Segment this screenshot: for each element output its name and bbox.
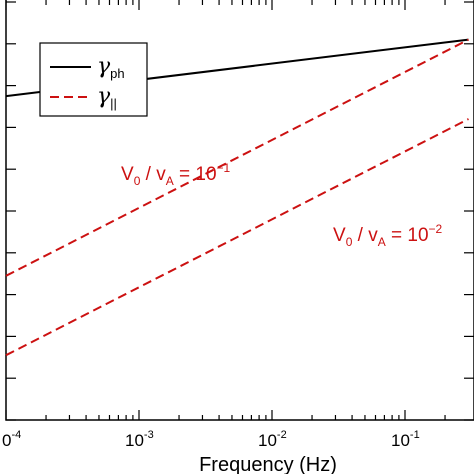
legend-sub-par: || xyxy=(110,96,117,111)
x-axis-title: Frequency (Hz) xyxy=(199,454,337,474)
annotation-ratio-1e-2: V0 / vA = 10−2 xyxy=(333,222,443,249)
svg-text:γph: γph xyxy=(97,54,125,81)
annotation-1-a-sub: A xyxy=(166,174,174,188)
series-line-1 xyxy=(5,38,469,277)
x-tick-exponent: -4 xyxy=(11,429,21,441)
x-tick-exponent: -3 xyxy=(144,429,154,441)
x-tick-label: 0-4 xyxy=(2,429,21,450)
annotation-1-exp: −1 xyxy=(217,161,231,175)
annotation-2-a-sub: A xyxy=(378,235,386,249)
x-tick-base: 10 xyxy=(258,431,277,450)
legend: γph γ|| xyxy=(39,42,148,117)
annotation-2-v-sub: 0 xyxy=(346,235,353,249)
annotation-2-slash: / v xyxy=(352,225,378,246)
x-axis-ticks: 0-4 10-3 10-2 10-1 xyxy=(2,0,446,450)
series-line-2 xyxy=(5,118,469,357)
annotation-2-exp: −2 xyxy=(429,222,443,236)
annotation-2-eq: = 10 xyxy=(386,225,429,246)
x-tick-label: 10-3 xyxy=(125,429,154,450)
x-tick-base: 10 xyxy=(125,431,144,450)
legend-box xyxy=(39,42,148,117)
svg-text:γ||: γ|| xyxy=(97,84,117,111)
annotation-1-v: V xyxy=(121,164,134,185)
x-tick-label: 10-2 xyxy=(258,429,287,450)
x-tick-base: 0 xyxy=(2,431,11,450)
legend-label-gamma-par: γ xyxy=(97,84,111,109)
x-tick-exponent: -2 xyxy=(277,429,287,441)
y-axis-ticks xyxy=(6,1,474,421)
plot-area-frame xyxy=(5,0,474,421)
legend-sub-ph: ph xyxy=(110,66,124,81)
annotation-1-slash: / v xyxy=(140,164,166,185)
annotation-2-v: V xyxy=(333,225,346,246)
annotation-1-eq: = 10 xyxy=(174,164,217,185)
x-tick-label: 10-1 xyxy=(391,429,420,450)
x-tick-exponent: -1 xyxy=(410,429,420,441)
annotation-ratio-1e-1: V0 / vA = 10−1 xyxy=(121,161,231,188)
annotation-1-v-sub: 0 xyxy=(134,174,141,188)
x-tick-base: 10 xyxy=(391,431,410,450)
legend-label-gamma-ph: γ xyxy=(97,54,111,79)
